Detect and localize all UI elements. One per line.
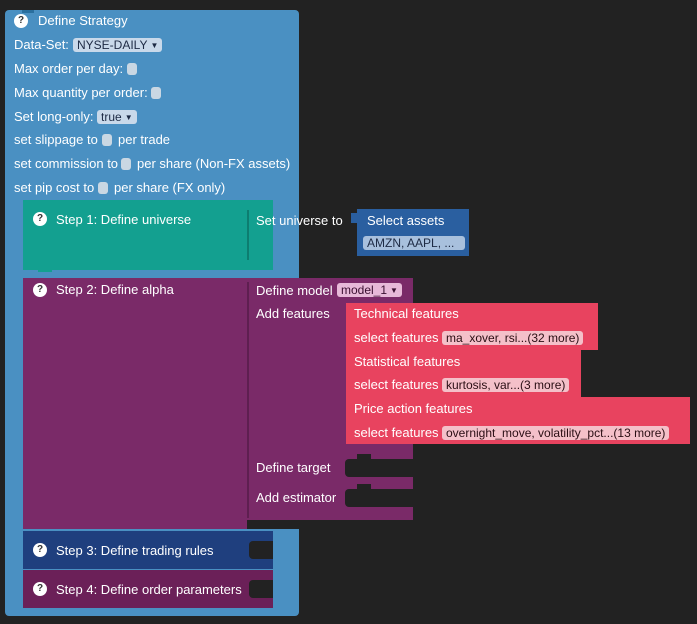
commission-input[interactable] [121, 158, 131, 170]
statistical-features-title: Statistical features [354, 354, 461, 369]
commission-suffix: per share (Non-FX assets) [137, 156, 291, 171]
step2-statement-slot [247, 520, 413, 529]
step4-title: Step 4: Define order parameters [56, 582, 242, 597]
add-features-label: Add features [256, 306, 330, 321]
set-universe-label: Set universe to [256, 213, 343, 228]
block-connector-notch [22, 10, 34, 13]
slippage-suffix: per trade [118, 132, 171, 147]
step1-title: Step 1: Define universe [56, 212, 192, 227]
step4-statement-slot[interactable] [249, 580, 273, 598]
chevron-down-icon: ▼ [150, 41, 159, 50]
step2-inner-edge [247, 282, 249, 518]
statistical-features-field[interactable]: kurtosis, var...(3 more) [442, 378, 570, 392]
step1-block[interactable] [23, 200, 273, 270]
block-connector-notch [357, 454, 371, 460]
technical-select-label: select features [354, 330, 439, 345]
define-target-label: Define target [256, 460, 331, 475]
statistical-select-label: select features [354, 377, 439, 392]
technical-features-field[interactable]: ma_xover, rsi...(32 more) [442, 331, 584, 345]
pip-input[interactable] [98, 182, 108, 194]
slippage-input[interactable] [102, 134, 112, 146]
price-action-features-title: Price action features [354, 401, 473, 416]
slippage-label: set slippage to [14, 132, 98, 147]
max-order-input[interactable] [127, 63, 137, 75]
select-assets-tab [351, 213, 357, 223]
help-icon[interactable]: ? [33, 283, 47, 297]
technical-features-value: ma_xover, rsi...(32 more) [446, 331, 580, 345]
long-only-label: Set long-only: [14, 109, 94, 124]
help-icon[interactable]: ? [33, 582, 47, 596]
pip-label: set pip cost to [14, 180, 95, 195]
max-order-label: Max order per day: [14, 61, 124, 76]
step3-title: Step 3: Define trading rules [56, 543, 214, 558]
model-dropdown[interactable]: model_1 ▼ [337, 283, 402, 297]
assets-value: AMZN, AAPL, ... [367, 236, 455, 250]
long-only-value: true [101, 110, 122, 124]
pip-suffix: per share (FX only) [114, 180, 226, 195]
step3-block[interactable] [23, 531, 273, 569]
price-action-select-label: select features [354, 425, 439, 440]
dataset-dropdown[interactable]: NYSE-DAILY ▼ [73, 38, 163, 52]
step3-statement-slot[interactable] [249, 541, 273, 559]
long-only-dropdown[interactable]: true ▼ [97, 110, 137, 124]
strategy-title: Define Strategy [38, 13, 128, 28]
add-estimator-label: Add estimator [256, 490, 337, 505]
step4-block[interactable] [23, 570, 273, 608]
help-icon[interactable]: ? [14, 14, 28, 28]
statistical-features-value: kurtosis, var...(3 more) [446, 378, 566, 392]
technical-features-title: Technical features [354, 306, 459, 321]
chevron-down-icon: ▼ [124, 113, 133, 122]
dataset-value: NYSE-DAILY [77, 38, 148, 52]
max-qty-label: Max quantity per order: [14, 85, 148, 100]
block-connector-notch [357, 484, 371, 490]
target-input-slot[interactable] [345, 459, 413, 477]
help-icon[interactable]: ? [33, 543, 47, 557]
price-action-features-field[interactable]: overnight_move, volatility_pct...(13 mor… [442, 426, 670, 440]
step2-title: Step 2: Define alpha [56, 282, 174, 297]
step1-block-edge [247, 210, 249, 260]
chevron-down-icon: ▼ [390, 286, 398, 295]
assets-field[interactable]: AMZN, AAPL, ... [363, 236, 465, 250]
estimator-input-slot[interactable] [345, 489, 413, 507]
max-qty-input[interactable] [151, 87, 161, 99]
dataset-label: Data-Set: [14, 37, 69, 52]
select-assets-label: Select assets [367, 213, 445, 228]
help-icon[interactable]: ? [33, 212, 47, 226]
model-value: model_1 [341, 283, 388, 297]
price-action-features-value: overnight_move, volatility_pct...(13 mor… [446, 426, 666, 440]
commission-label: set commission to [14, 156, 119, 171]
define-model-label: Define model [256, 283, 333, 298]
block-connector-notch [38, 268, 52, 272]
